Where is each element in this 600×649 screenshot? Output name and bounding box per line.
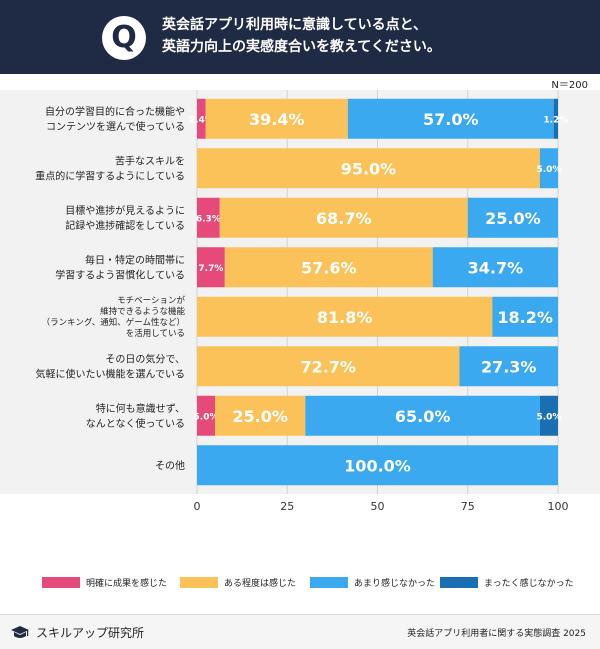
data-label: 72.7% [300, 357, 356, 376]
data-label: 34.7% [468, 258, 524, 277]
data-label: 25.0% [232, 407, 288, 426]
data-label: 1.2% [543, 115, 568, 125]
legend-swatch [180, 577, 218, 588]
category-label: 苦手なスキルを [115, 154, 185, 167]
footer: スキルアップ研究所 英会話アプリ利用者に関する実態調査 2025 [0, 614, 600, 649]
category-label: 気軽に使いたい機能を選んでいる [36, 367, 186, 380]
chart-title: 英会話アプリ利用時に意識している点と、 英語力向上の実感度合いを教えてください。 [162, 14, 562, 58]
header: Q 英会話アプリ利用時に意識している点と、 英語力向上の実感度合いを教えてくださ… [0, 0, 600, 74]
legend-label: まったく感じなかった [484, 579, 574, 589]
category-label: その他 [155, 459, 185, 472]
bar-segment [197, 395, 216, 436]
x-tick-label: 25 [280, 500, 294, 513]
bar-segment [197, 296, 493, 337]
category-label: コンテンツを選んで使っている [46, 120, 185, 133]
bar-segment [197, 98, 206, 139]
data-label: 57.0% [423, 110, 479, 129]
category-label: 毎日・特定の時間帯に [85, 253, 185, 266]
category-label: （ランキング、通知、ゲーム性など） [42, 317, 185, 328]
category-label: モチベーションが [117, 295, 185, 306]
bar-segment [197, 445, 558, 486]
data-label: 68.7% [316, 209, 372, 228]
bar-segment [197, 346, 460, 387]
bar-segment [215, 395, 306, 436]
category-label: 目標や進捗が見えるように [65, 204, 185, 217]
data-label: 2.4% [189, 115, 214, 125]
category-label: その日の気分で、 [105, 352, 185, 365]
category-label: なんとなく使っている [86, 417, 185, 430]
bar-segment [197, 148, 540, 189]
title-line-1: 英会話アプリ利用時に意識している点と、 [162, 17, 428, 33]
brand-name: スキルアップ研究所 [36, 626, 145, 640]
data-label: 100.0% [344, 456, 411, 475]
data-label: 57.6% [301, 258, 357, 277]
data-label: 5.0% [536, 165, 561, 175]
legend-swatch [310, 577, 348, 588]
data-label: 65.0% [395, 407, 451, 426]
legend-swatch [440, 577, 478, 588]
category-label: 自分の学習目的に合った機能や [45, 105, 185, 118]
data-label: 25.0% [485, 209, 541, 228]
x-tick-label: 50 [371, 500, 385, 513]
q-badge: Q [102, 16, 146, 60]
category-label: 記録や進捗確認をしている [65, 219, 185, 232]
x-tick-label: 100 [548, 500, 569, 513]
bar-segment [467, 197, 558, 238]
bar-segment [539, 395, 558, 436]
graduation-cap-icon [11, 625, 29, 638]
legend-swatch [42, 577, 80, 588]
brand-logo: スキルアップ研究所 [10, 624, 144, 641]
data-label: 95.0% [341, 159, 397, 178]
bar-segment [205, 98, 348, 139]
sample-size-label: N＝200 [551, 80, 588, 91]
data-label: 27.3% [481, 357, 537, 376]
data-label: 5.0% [194, 412, 219, 422]
bar-segment [219, 197, 468, 238]
category-label: 維持できるような機能 [100, 306, 185, 317]
bar-segment [305, 395, 540, 436]
x-tick-label: 0 [194, 500, 201, 513]
bar-segment [224, 247, 433, 288]
legend-label: あまり感じなかった [354, 579, 436, 589]
title-line-2: 英語力向上の実感度合いを教えてください。 [162, 39, 441, 55]
legend-label: ある程度は感じた [224, 579, 297, 589]
data-label: 5.0% [536, 412, 561, 422]
data-label: 39.4% [249, 110, 305, 129]
data-label: 18.2% [497, 308, 553, 327]
legend-item: まったく感じなかった [440, 576, 574, 589]
bar-segment [432, 247, 558, 288]
bar-segment [492, 296, 558, 337]
data-label: 6.3% [196, 214, 221, 224]
bar-segment [347, 98, 554, 139]
source-label: 英会話アプリ利用者に関する実態調査 2025 [407, 629, 586, 639]
bar-segment [553, 98, 558, 139]
data-label: 7.7% [198, 264, 223, 274]
category-label: 特に何も意識せず、 [96, 402, 185, 415]
category-label: を活用している [126, 328, 185, 339]
legend-item: あまり感じなかった [310, 576, 435, 589]
data-label: 81.8% [317, 308, 373, 327]
bar-segment [539, 148, 558, 189]
bar-segment [197, 247, 225, 288]
category-label: 学習するよう習慣化している [55, 268, 185, 281]
category-label: 重点的に学習するようにしている [35, 169, 185, 182]
legend-item: 明確に成果を感じた [42, 576, 167, 589]
legend-label: 明確に成果を感じた [86, 579, 168, 589]
legend: 明確に成果を感じた ある程度は感じた あまり感じなかった まったく感じなかった [0, 572, 600, 592]
legend-item: ある程度は感じた [180, 576, 296, 589]
bar-segment [197, 197, 220, 238]
x-tick-label: 75 [461, 500, 475, 513]
bar-segment [459, 346, 558, 387]
